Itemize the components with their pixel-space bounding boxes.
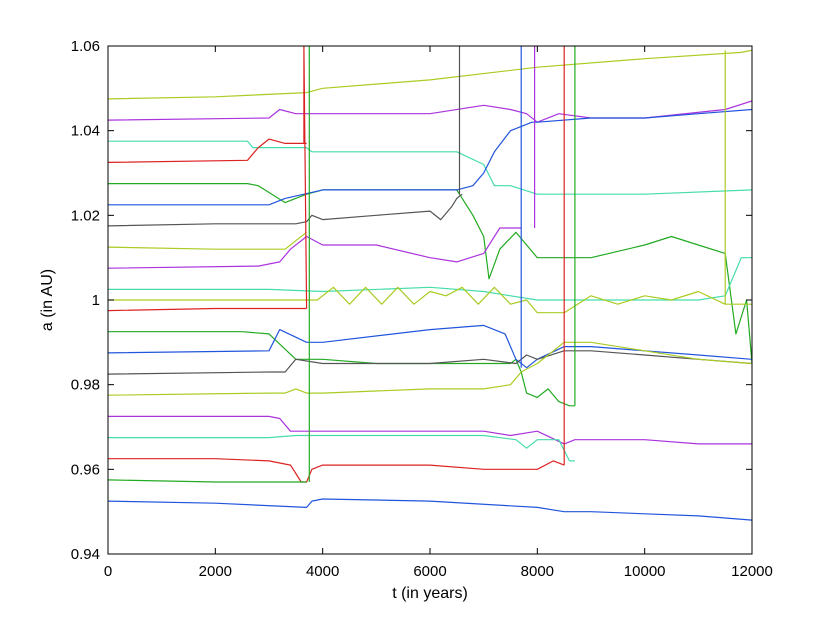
series-line-14 xyxy=(108,324,752,369)
series-line-6 xyxy=(108,108,752,206)
y-axis-label: a (in AU) xyxy=(39,269,56,331)
series-line-2 xyxy=(108,100,752,123)
y-tick-label: 1.04 xyxy=(71,123,100,140)
x-tick-label: 0 xyxy=(104,563,112,580)
y-tick-label: 1.06 xyxy=(71,38,100,55)
series-line-20 xyxy=(108,479,307,483)
series-line-1 xyxy=(108,49,752,100)
x-tick-label: 10000 xyxy=(624,563,666,580)
y-tick-label: 0.96 xyxy=(71,461,100,478)
series-line-15 xyxy=(108,350,752,375)
y-tick-label: 1.02 xyxy=(71,207,100,224)
series-line-10 xyxy=(108,257,752,301)
series-line-21 xyxy=(108,498,752,521)
ticks-layer: 0 2000 4000 6000 8000 10000 12000 0.94 0.96 0.98 1… xyxy=(71,38,773,580)
series-line-22 xyxy=(303,46,308,309)
x-tick-label: 6000 xyxy=(413,563,446,580)
series-line-7 xyxy=(108,193,463,227)
series-line-11 xyxy=(108,286,752,314)
x-tick-label: 8000 xyxy=(521,563,554,580)
x-tick-label: 12000 xyxy=(731,563,773,580)
series-line-19 xyxy=(108,458,565,483)
series-line-18 xyxy=(108,434,575,462)
series-line-13 xyxy=(108,331,575,407)
y-tick-label: 0.94 xyxy=(71,546,100,563)
series-line-4 xyxy=(108,138,307,163)
y-tick-label: 1 xyxy=(92,292,100,309)
series-line-12 xyxy=(108,307,307,312)
x-tick-label: 4000 xyxy=(306,563,339,580)
series-line-8 xyxy=(108,231,307,250)
series-layer xyxy=(108,46,752,521)
series-line-5 xyxy=(108,183,752,364)
x-tick-label: 2000 xyxy=(199,563,232,580)
series-line-9 xyxy=(108,227,522,269)
series-line-3 xyxy=(108,140,752,195)
x-axis-label: t (in years) xyxy=(392,585,468,602)
series-line-17 xyxy=(108,415,752,445)
series-line-16 xyxy=(108,341,752,396)
y-tick-label: 0.98 xyxy=(71,377,100,394)
